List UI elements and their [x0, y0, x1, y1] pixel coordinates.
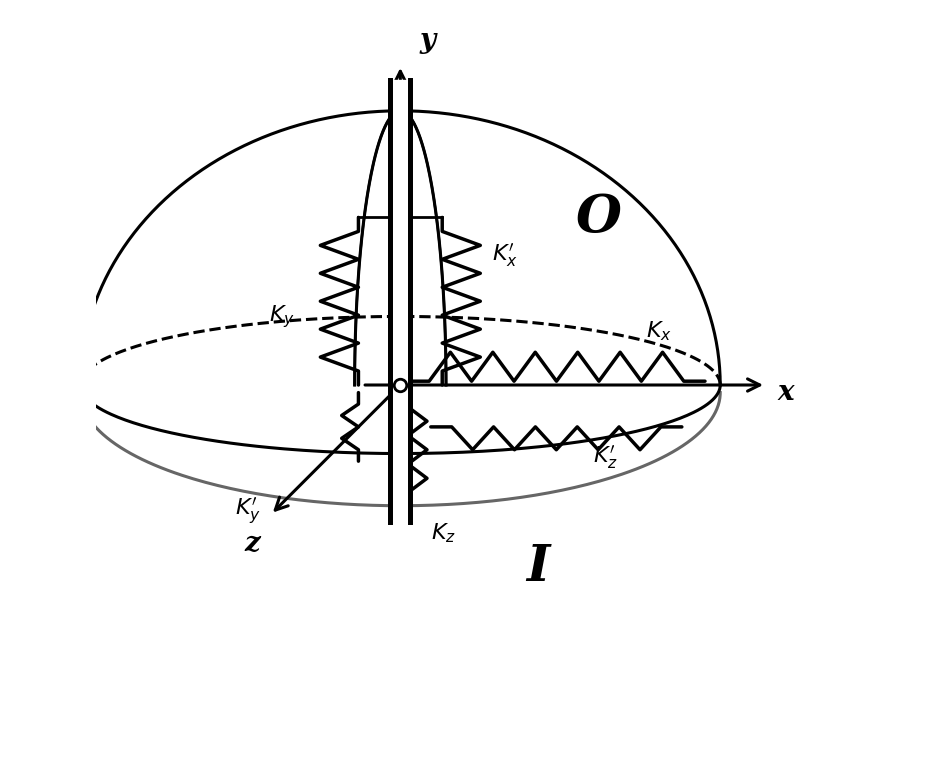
Text: $K_z'$: $K_z'$ [593, 444, 618, 471]
Text: O: O [575, 192, 621, 243]
Text: $K_x$: $K_x$ [645, 320, 671, 343]
Text: $K_z$: $K_z$ [430, 522, 455, 545]
Text: y: y [419, 27, 435, 54]
Text: $K_y$: $K_y$ [269, 303, 295, 330]
Text: I: I [526, 544, 548, 592]
Text: $K_y'$: $K_y'$ [235, 495, 261, 526]
Text: $K_x'$: $K_x'$ [491, 242, 517, 270]
Text: x: x [777, 379, 793, 406]
Text: z: z [244, 530, 259, 557]
